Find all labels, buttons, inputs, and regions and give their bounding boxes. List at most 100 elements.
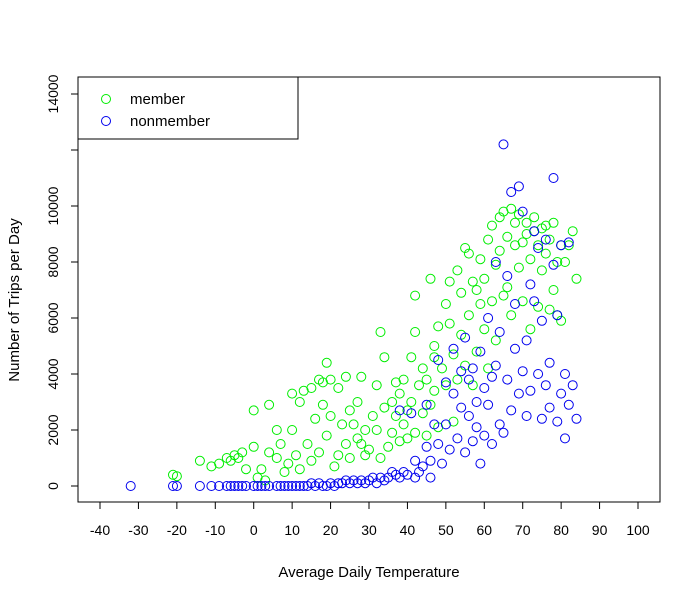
nonmember-point — [406, 408, 417, 419]
nonmember-point — [571, 413, 582, 424]
nonmember-point — [506, 405, 517, 416]
member-point — [337, 419, 348, 430]
member-point — [356, 371, 367, 382]
nonmember-point — [536, 413, 547, 424]
nonmember-point — [456, 366, 467, 377]
x-tick-label: -20 — [167, 522, 187, 538]
member-point — [475, 299, 486, 309]
member-point — [264, 399, 275, 410]
member-point — [433, 321, 444, 332]
nonmember-point — [440, 419, 451, 430]
member-point — [417, 363, 428, 374]
member-point — [248, 405, 259, 416]
nonmember-point — [490, 257, 501, 267]
member-point — [375, 327, 386, 337]
member-point — [456, 287, 467, 298]
member-point — [460, 243, 471, 253]
x-tick-label: 80 — [553, 522, 569, 538]
member-point — [510, 217, 520, 228]
member-point — [490, 259, 501, 270]
x-tick-label: 20 — [323, 522, 339, 538]
legend-box — [77, 76, 299, 140]
member-point — [548, 285, 559, 295]
y-tick-label: 8000 — [45, 246, 61, 277]
member-point — [340, 371, 351, 382]
nonmember-point — [490, 360, 501, 371]
member-point — [467, 276, 478, 287]
nonmember-point — [529, 226, 540, 237]
member-point — [540, 248, 551, 259]
nonmember-point — [525, 385, 536, 396]
member-point — [498, 290, 509, 301]
member-point — [533, 301, 544, 312]
nonmember-point — [494, 327, 505, 337]
member-point — [421, 374, 432, 385]
nonmember-point — [510, 343, 520, 354]
x-tick-label: 60 — [476, 522, 492, 538]
member-point — [321, 430, 332, 441]
member-point — [252, 472, 263, 483]
nonmember-point — [529, 296, 540, 307]
nonmember-point — [194, 481, 205, 491]
nonmember-point — [433, 355, 444, 365]
member-point — [356, 439, 367, 449]
member-point — [517, 237, 528, 248]
member-point — [287, 388, 298, 399]
member-point — [233, 453, 244, 463]
member-point — [448, 416, 459, 427]
nonmember-point — [237, 481, 248, 491]
nonmember-point — [517, 366, 528, 377]
nonmember-point — [437, 458, 447, 469]
nonmember-point — [333, 478, 344, 489]
member-point — [360, 425, 371, 435]
nonmember-point — [548, 259, 559, 270]
nonmember-point — [410, 455, 421, 466]
member-point — [414, 380, 424, 391]
y-axis-title: Number of Trips per Day — [6, 218, 23, 382]
nonmember-point — [463, 374, 474, 385]
x-axis-title: Average Daily Temperature — [278, 564, 459, 581]
member-point — [371, 425, 382, 435]
member-point — [479, 324, 490, 335]
nonmember-point — [410, 472, 421, 483]
nonmember-point — [367, 472, 378, 483]
legend-marker-member — [101, 94, 111, 104]
member-point — [371, 380, 382, 391]
nonmember-point — [452, 433, 463, 444]
member-point — [264, 447, 275, 458]
member-point — [352, 397, 363, 407]
x-tick-label: 40 — [400, 522, 416, 538]
member-point — [314, 447, 324, 458]
nonmember-point — [502, 271, 513, 281]
member-point — [279, 467, 290, 477]
member-point — [467, 380, 478, 391]
member-point — [521, 229, 532, 239]
x-tick-label: 0 — [250, 522, 258, 538]
nonmember-point — [536, 315, 547, 326]
legend-marker-nonmember — [101, 116, 111, 126]
member-point — [275, 439, 286, 449]
nonmember-point — [440, 377, 451, 388]
member-point — [417, 408, 428, 419]
member-point — [429, 341, 440, 351]
member-point — [310, 413, 321, 424]
x-tick-label: -30 — [128, 522, 148, 538]
nonmember-point — [494, 419, 505, 430]
y-tick-label: 10000 — [45, 186, 61, 225]
series-nonmember — [125, 139, 582, 491]
member-point — [406, 352, 417, 363]
member-point — [506, 310, 517, 321]
member-point — [194, 455, 205, 466]
member-point — [241, 464, 251, 475]
member-point — [340, 439, 351, 449]
nonmember-point — [513, 181, 524, 192]
y-tick-label: 4000 — [45, 358, 61, 389]
x-tick-label: 50 — [438, 522, 454, 538]
nonmember-point — [471, 422, 482, 433]
nonmember-point — [171, 481, 182, 491]
member-point — [471, 346, 482, 357]
member-point — [448, 349, 459, 360]
nonmember-point — [483, 399, 494, 410]
member-point — [425, 399, 436, 410]
